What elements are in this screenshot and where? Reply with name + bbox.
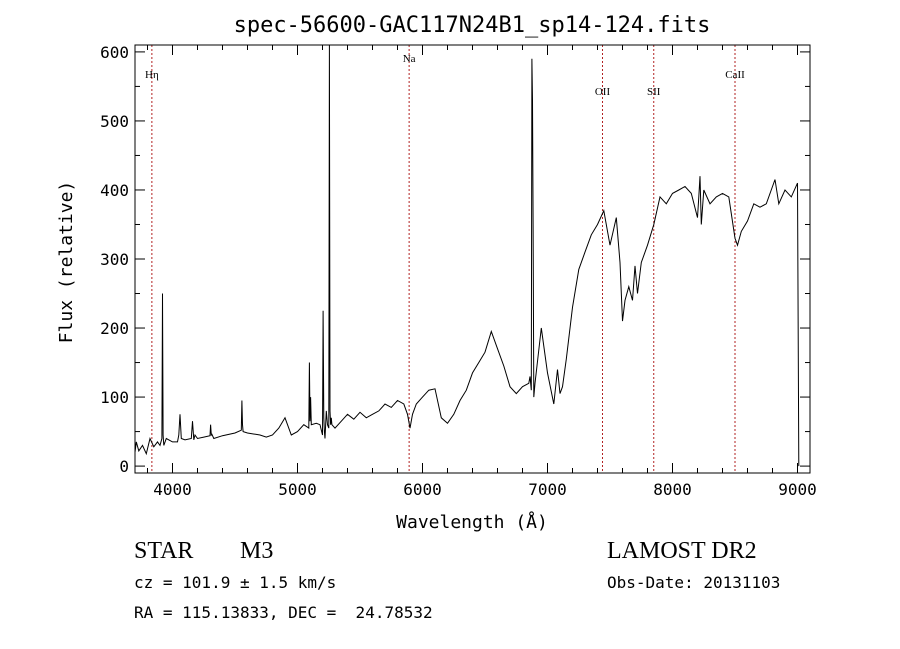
plot-frame [134,44,811,474]
spectrum-series-line [134,44,800,467]
annotation-label: Na [403,53,416,65]
observation-date: Obs-Date: 20131103 [607,573,781,592]
redshift-velocity: cz = 101.9 ± 1.5 km/s [134,573,337,592]
y-tick-label: 0 [119,457,129,476]
y-tick-label: 500 [100,112,129,131]
coordinates: RA = 115.13833, DEC = 24.78532 [134,603,433,622]
y-tick-label: 300 [100,250,129,269]
annotation-label: CaII [725,69,745,81]
y-tick-label: 100 [100,388,129,407]
object-type: STAR [134,538,194,564]
x-axis: 4000 5000 6000 7000 8000 9000 [147,45,817,499]
x-tick-label: 6000 [403,480,442,499]
y-tick-label: 200 [100,319,129,338]
annotation-label: Hη [145,69,159,81]
y-tick-label: 600 [100,43,129,62]
line-annotations: Hη Na OII SII CaII [145,45,745,473]
x-tick-label: 9000 [778,480,817,499]
y-axis-label: Flux (relative) [56,181,77,344]
x-axis-label: Wavelength (Å) [396,511,548,533]
chart-title: spec-56600-GAC117N24B1_sp14-124.fits [234,13,711,38]
x-tick-label: 8000 [653,480,692,499]
x-tick-label: 4000 [153,480,192,499]
annotation-label: SII [647,86,661,98]
x-tick-label: 7000 [528,480,567,499]
object-subclass: M3 [240,538,274,564]
y-axis: 0 100 200 300 400 500 600 [100,43,810,476]
survey-name: LAMOST DR2 [607,538,757,564]
x-tick-label: 5000 [278,480,317,499]
annotation-label: OII [595,86,611,98]
y-tick-label: 400 [100,181,129,200]
